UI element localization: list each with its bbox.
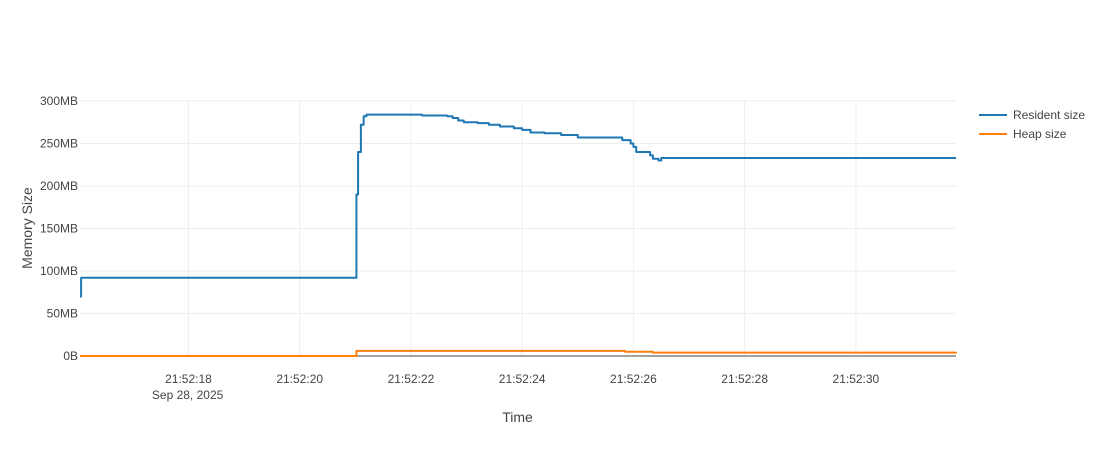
x-tick-label: 21:52:22	[388, 372, 435, 386]
x-tick-label: 21:52:20	[276, 372, 323, 386]
legend-item-resident-size[interactable]: Resident size	[979, 108, 1085, 122]
grid-layer	[80, 100, 956, 357]
x-tick-label: 21:52:30	[833, 372, 880, 386]
legend-label: Resident size	[1013, 108, 1085, 122]
legend-label: Heap size	[1013, 127, 1067, 141]
y-axis-title: Memory Size	[19, 187, 35, 269]
series-line-resident-size	[80, 113, 956, 298]
x-tick-label: 21:52:24	[499, 372, 546, 386]
x-tick-label: 21:52:26	[610, 372, 657, 386]
x-tick-label: 21:52:18	[165, 372, 212, 386]
series-layer	[80, 113, 957, 357]
series-line-heap-size	[80, 349, 957, 357]
axis-layer: Time Memory Size Sep 28, 2025 21:52:18 21…	[19, 94, 880, 425]
y-tick-label: 250MB	[40, 137, 78, 151]
x-tick-label: 21:52:28	[721, 372, 768, 386]
y-tick-label: 300MB	[40, 94, 78, 108]
y-tick-label: 200MB	[40, 179, 78, 193]
y-tick-label: 100MB	[40, 264, 78, 278]
legend-item-heap-size[interactable]: Heap size	[979, 127, 1067, 141]
y-tick-label: 0B	[63, 349, 78, 363]
y-tick-label: 150MB	[40, 222, 78, 236]
legend[interactable]: Resident size Heap size	[979, 108, 1085, 141]
y-tick-label: 50MB	[47, 307, 78, 321]
x-axis-title: Time	[502, 409, 533, 425]
x-date-annotation: Sep 28, 2025	[152, 388, 224, 402]
